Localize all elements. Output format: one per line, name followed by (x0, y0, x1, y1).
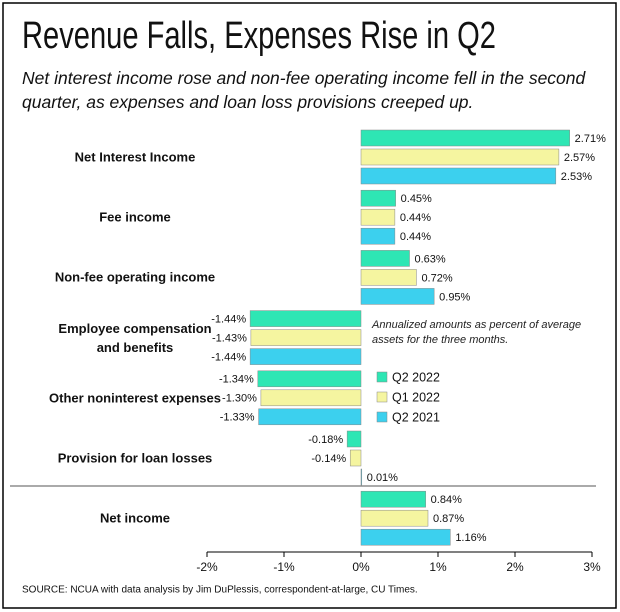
value-label: 0.72% (421, 272, 452, 284)
category-label: Provision for loan losses (57, 450, 213, 466)
bar (360, 227, 396, 245)
value-label: 2.71% (575, 133, 606, 145)
bar (249, 348, 362, 365)
value-label: -0.18% (308, 434, 343, 446)
legend-label: Q2 2022 (392, 370, 440, 384)
subtitle: Net interest income rose and non-fee ope… (22, 68, 586, 112)
value-label: -1.30% (222, 393, 257, 405)
category-label: Non-fee operating income (54, 269, 216, 285)
legend-swatch (376, 371, 388, 383)
category-label: Net Interest Income (74, 149, 196, 165)
bar (349, 449, 362, 467)
value-label: -1.34% (219, 374, 254, 386)
annotation: Annualized amounts as percent of average… (372, 319, 582, 346)
legend-swatch (376, 411, 388, 423)
legend-label: Q1 2022 (392, 390, 440, 404)
bar (250, 329, 362, 346)
value-label: 0.84% (431, 494, 462, 506)
value-label: -1.44% (211, 314, 246, 326)
value-label: 0.44% (400, 231, 431, 243)
bar (346, 430, 362, 448)
value-label: -1.33% (220, 412, 255, 424)
chart-title: Revenue Falls, Expenses Rise in Q2 (22, 15, 496, 57)
value-label: 0.63% (415, 253, 446, 265)
x-tick-label: 0% (352, 560, 370, 574)
x-tick-label: 2% (506, 560, 524, 574)
bar (360, 189, 396, 207)
value-label: 0.44% (400, 212, 431, 224)
bar (249, 310, 362, 327)
bar (360, 148, 560, 166)
category-label: Fee income (99, 209, 171, 225)
bar (360, 509, 429, 527)
bar (360, 288, 435, 305)
bar (360, 528, 451, 546)
legend-swatch (376, 391, 388, 403)
bar (360, 129, 570, 147)
value-label: 0.01% (367, 472, 398, 484)
value-label: -1.44% (211, 352, 246, 364)
bar (360, 208, 396, 226)
value-label: -1.43% (212, 333, 247, 345)
value-label: -0.14% (311, 453, 346, 465)
bar (360, 269, 417, 286)
category-label: Employee compensation and benefits (58, 320, 212, 355)
category-label: Other noninterest expenses (49, 390, 221, 406)
bar (260, 389, 362, 407)
value-label: 0.87% (433, 513, 464, 525)
source: SOURCE: NCUA with data analysis by Jim D… (22, 585, 418, 596)
value-label: 2.53% (561, 171, 592, 183)
x-tick-label: -2% (196, 560, 218, 574)
value-label: 2.57% (564, 152, 595, 164)
bar (360, 490, 426, 508)
category-label: Net income (99, 510, 171, 526)
value-label: 0.45% (401, 193, 432, 205)
value-label: 0.95% (439, 291, 470, 303)
bar (360, 250, 410, 267)
x-tick-label: 3% (583, 560, 601, 574)
value-label: 1.16% (455, 532, 486, 544)
x-tick-label: -1% (273, 560, 295, 574)
x-tick-label: 1% (429, 560, 447, 574)
bar (360, 468, 363, 486)
legend-label: Q2 2021 (392, 410, 440, 424)
bar (258, 408, 362, 426)
bar (360, 167, 557, 185)
bar (257, 370, 362, 388)
